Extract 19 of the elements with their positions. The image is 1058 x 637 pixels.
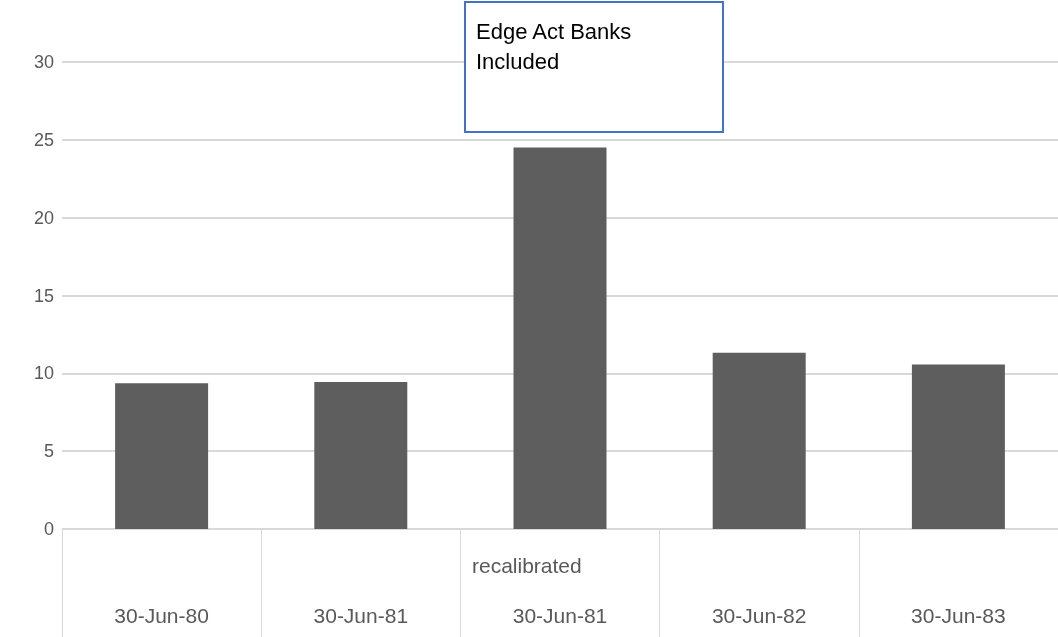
y-tick-label: 10 [33, 363, 54, 384]
bar [911, 364, 1005, 529]
y-tick-label: 5 [43, 441, 54, 462]
text: recalibrated [472, 554, 582, 577]
y-tick-label: 0 [43, 519, 54, 539]
bar [115, 383, 209, 529]
x-tick-label: 30-Jun-80 [114, 604, 209, 627]
y-tick-label: 25 [33, 129, 54, 150]
y-tick-label: 15 [33, 285, 54, 306]
text-box: Edge Act Banks Included [464, 1, 724, 133]
bar [314, 381, 408, 529]
x-tick-label: 30-Jun-81 [512, 604, 608, 627]
y-tick-label: 30 [33, 52, 54, 72]
y-tick-label: 20 [33, 207, 54, 228]
bar [513, 147, 607, 529]
bar [712, 352, 806, 529]
x-tick-label: 30-Jun-83 [911, 604, 1006, 627]
x-tick-label: 30-Jun-81 [313, 604, 409, 627]
x-tick-label: 30-Jun-82 [711, 604, 807, 627]
